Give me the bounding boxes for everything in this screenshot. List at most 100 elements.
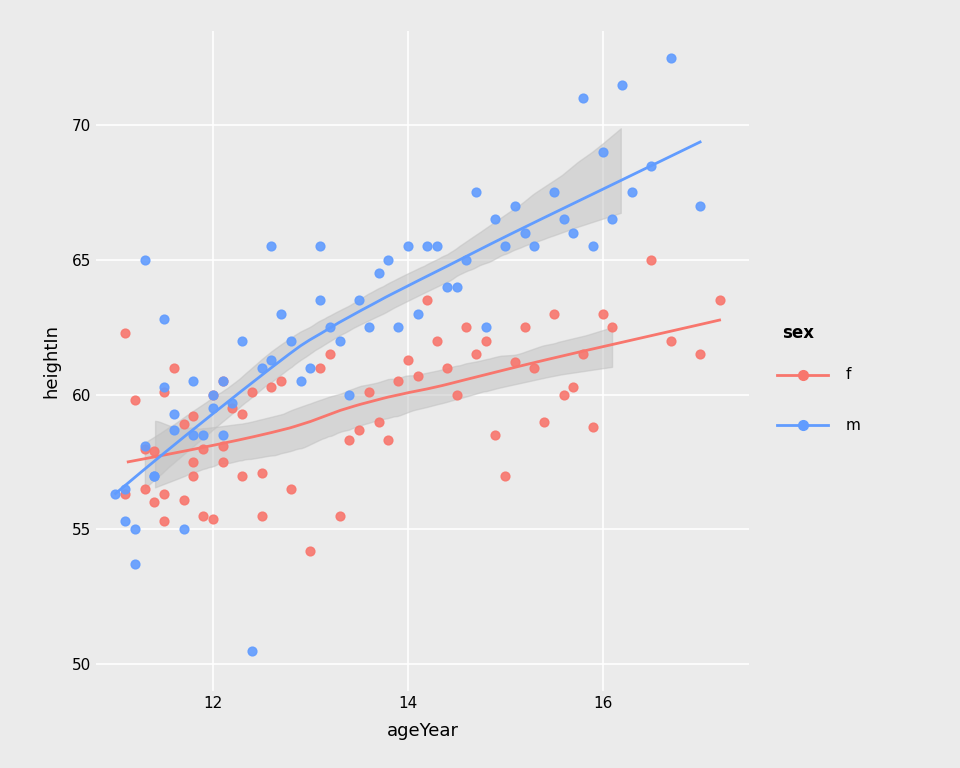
Point [507, 200, 522, 212]
Point [565, 227, 581, 239]
Point [205, 389, 221, 401]
Point [176, 418, 191, 430]
Point [234, 335, 250, 347]
Point [185, 375, 201, 387]
Point [556, 214, 571, 226]
Point [156, 515, 172, 528]
Point [517, 321, 533, 333]
Point [185, 456, 201, 468]
Point [215, 440, 230, 452]
Point [312, 240, 327, 253]
Point [185, 469, 201, 482]
Point [468, 348, 484, 360]
Point [478, 335, 493, 347]
Point [215, 375, 230, 387]
Point [205, 512, 221, 525]
Point [527, 240, 542, 253]
Point [196, 442, 211, 455]
Point [117, 326, 132, 339]
Point [117, 483, 132, 495]
Point [128, 394, 143, 406]
Point [254, 510, 270, 522]
Text: sex: sex [781, 324, 814, 342]
Point [586, 240, 601, 253]
Point [712, 294, 728, 306]
Point [351, 294, 367, 306]
Point [371, 415, 386, 428]
Point [147, 469, 162, 482]
Point [117, 515, 132, 528]
Point [128, 523, 143, 535]
Point [185, 410, 201, 422]
Point [663, 335, 679, 347]
Point [400, 353, 416, 366]
Point [614, 78, 630, 91]
Point [283, 335, 299, 347]
Point [391, 321, 406, 333]
Point [293, 375, 308, 387]
Point [156, 386, 172, 398]
Point [468, 187, 484, 199]
Point [225, 402, 240, 414]
Point [332, 335, 348, 347]
Y-axis label: heightIn: heightIn [42, 324, 60, 398]
Point [137, 253, 153, 266]
Point [137, 440, 153, 452]
Point [342, 389, 357, 401]
Point [527, 362, 542, 374]
Point [234, 469, 250, 482]
Point [605, 321, 620, 333]
Point [312, 294, 327, 306]
Point [302, 362, 318, 374]
Point [254, 362, 270, 374]
Point [264, 380, 279, 392]
Point [595, 146, 611, 158]
Point [410, 308, 425, 320]
X-axis label: ageYear: ageYear [386, 722, 459, 740]
Point [117, 488, 132, 501]
Point [507, 356, 522, 369]
Point [361, 386, 376, 398]
Point [488, 429, 503, 442]
Point [586, 421, 601, 433]
Point [244, 386, 259, 398]
Point [429, 240, 444, 253]
Point [478, 321, 493, 333]
Point [323, 348, 338, 360]
Point [147, 469, 162, 482]
Point [196, 510, 211, 522]
Point [537, 415, 552, 428]
Point [624, 187, 639, 199]
Point [254, 467, 270, 479]
Point [205, 389, 221, 401]
Point [517, 227, 533, 239]
Point [497, 469, 513, 482]
Point [361, 321, 376, 333]
Point [156, 313, 172, 326]
Point [605, 214, 620, 226]
Point [215, 429, 230, 442]
Point [108, 488, 123, 501]
Point [449, 389, 465, 401]
Point [302, 545, 318, 557]
Point [546, 187, 562, 199]
Point [264, 240, 279, 253]
Point [546, 308, 562, 320]
Point [556, 389, 571, 401]
Point [166, 424, 181, 436]
Point [244, 644, 259, 657]
Point [234, 407, 250, 419]
Point [215, 375, 230, 387]
Point [575, 92, 590, 104]
Point [147, 445, 162, 458]
Point [137, 442, 153, 455]
Point [205, 402, 221, 414]
Point [429, 335, 444, 347]
Point [420, 240, 435, 253]
Point [439, 280, 454, 293]
Point [147, 496, 162, 508]
Point [137, 483, 153, 495]
Point [400, 240, 416, 253]
Point [128, 558, 143, 571]
Point [283, 483, 299, 495]
